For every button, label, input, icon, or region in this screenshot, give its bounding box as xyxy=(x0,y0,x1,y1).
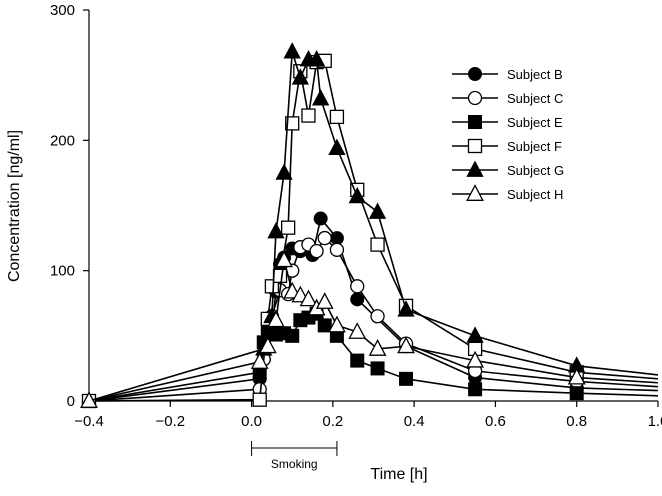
y-tick-label: 0 xyxy=(67,393,75,410)
data-point xyxy=(350,353,365,368)
data-point xyxy=(368,339,387,356)
legend-marker xyxy=(467,138,483,154)
legend-item: Subject F xyxy=(452,138,562,154)
data-point xyxy=(250,352,269,369)
legend-label: Subject F xyxy=(507,139,562,154)
data-point xyxy=(272,268,288,284)
series-subject-e xyxy=(82,306,659,408)
x-axis-ticks: −0.4 −0.2 0.0 0.2 0.4 0.6 0.8 1.0 xyxy=(74,401,662,430)
data-point xyxy=(280,220,296,235)
data-point xyxy=(275,250,293,268)
data-point xyxy=(312,89,330,106)
data-point xyxy=(301,108,316,123)
data-point xyxy=(291,68,309,85)
data-point xyxy=(466,326,484,343)
data-point xyxy=(328,315,346,333)
data-point xyxy=(348,186,366,204)
series-subject-f xyxy=(81,53,659,409)
data-point xyxy=(315,292,334,309)
smoking-bracket: Smoking xyxy=(251,441,338,471)
x-tick-label: 0.0 xyxy=(241,413,262,430)
data-point xyxy=(370,309,385,324)
x-tick-label: 0.6 xyxy=(485,413,506,430)
data-point xyxy=(285,116,300,131)
x-axis-title: Time [h] xyxy=(370,466,427,483)
data-point xyxy=(307,50,326,67)
smoking-label: Smoking xyxy=(271,457,318,471)
data-point xyxy=(267,222,285,239)
data-point xyxy=(468,382,483,397)
y-tick-label: 200 xyxy=(50,132,75,149)
legend-item: Subject G xyxy=(452,160,564,178)
data-point xyxy=(569,386,584,401)
legend-item: Subject E xyxy=(452,115,563,130)
data-point xyxy=(370,361,385,376)
x-tick-label: 0.4 xyxy=(404,413,425,430)
data-point xyxy=(328,138,346,155)
legend-label: Subject G xyxy=(507,163,564,178)
axes xyxy=(88,10,658,402)
legend-label: Subject B xyxy=(507,67,563,82)
data-point xyxy=(399,371,414,386)
y-axis-title: Concentration [ng/ml] xyxy=(6,130,23,282)
data-point xyxy=(466,350,484,368)
legend-marker xyxy=(467,90,483,106)
x-tick-label: 0.2 xyxy=(322,413,343,430)
data-point xyxy=(264,279,280,294)
legend-marker xyxy=(468,115,482,129)
legend: Subject B Subject C Subject E Subject F Subj… xyxy=(452,67,564,202)
x-tick-label: 1.0 xyxy=(648,413,662,430)
data-point xyxy=(258,336,277,354)
legend-item: Subject C xyxy=(452,90,563,106)
data-point xyxy=(397,300,415,317)
data-point xyxy=(313,211,328,226)
series-layer xyxy=(80,42,659,409)
data-point xyxy=(283,42,301,59)
series-subject-h xyxy=(80,250,659,408)
data-point xyxy=(329,242,345,257)
y-tick-label: 300 xyxy=(50,2,75,19)
data-point xyxy=(370,237,385,252)
data-point xyxy=(348,322,367,339)
smoking-bracket-line xyxy=(251,441,338,456)
data-point xyxy=(397,336,415,354)
legend-marker xyxy=(466,184,484,201)
legend-item: Subject H xyxy=(452,184,563,202)
data-point xyxy=(309,243,324,259)
y-tick-label: 100 xyxy=(50,263,75,280)
data-point xyxy=(350,279,365,294)
x-tick-label: −0.2 xyxy=(155,413,185,430)
legend-item: Subject B xyxy=(452,67,563,82)
data-point xyxy=(567,367,586,385)
legend-label: Subject C xyxy=(507,91,563,106)
data-point xyxy=(252,392,267,407)
data-point xyxy=(285,328,300,343)
legend-label: Subject H xyxy=(507,187,563,202)
y-axis-ticks: 0 100 200 300 xyxy=(50,2,89,410)
data-point xyxy=(317,230,332,246)
data-point xyxy=(350,292,365,307)
data-point xyxy=(317,318,332,333)
series-subject-g xyxy=(80,42,659,408)
data-point xyxy=(267,310,285,328)
data-point xyxy=(275,163,293,180)
x-tick-label: 0.8 xyxy=(566,413,587,430)
legend-label: Subject E xyxy=(507,115,563,130)
data-point xyxy=(80,391,98,408)
data-point xyxy=(329,231,344,246)
data-point xyxy=(368,202,387,219)
data-point xyxy=(299,289,318,307)
x-tick-label: −0.4 xyxy=(74,413,104,430)
legend-marker xyxy=(468,67,482,81)
legend-marker xyxy=(466,160,484,177)
data-point xyxy=(329,109,345,125)
